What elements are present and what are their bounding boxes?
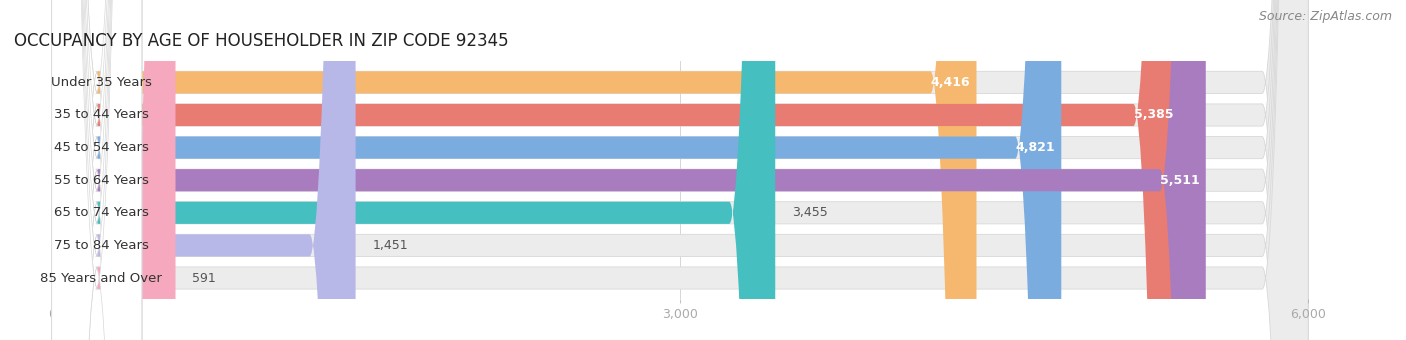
Text: 1,451: 1,451 xyxy=(373,239,408,252)
Text: 65 to 74 Years: 65 to 74 Years xyxy=(53,206,149,219)
FancyBboxPatch shape xyxy=(52,0,142,340)
FancyBboxPatch shape xyxy=(52,0,142,340)
FancyBboxPatch shape xyxy=(52,0,142,340)
FancyBboxPatch shape xyxy=(52,0,142,340)
FancyBboxPatch shape xyxy=(52,0,1308,340)
Text: 85 Years and Over: 85 Years and Over xyxy=(39,272,162,285)
FancyBboxPatch shape xyxy=(52,0,1206,340)
FancyBboxPatch shape xyxy=(52,0,1062,340)
Text: 3,455: 3,455 xyxy=(792,206,828,219)
Text: 75 to 84 Years: 75 to 84 Years xyxy=(53,239,149,252)
Text: OCCUPANCY BY AGE OF HOUSEHOLDER IN ZIP CODE 92345: OCCUPANCY BY AGE OF HOUSEHOLDER IN ZIP C… xyxy=(14,32,509,50)
Text: Under 35 Years: Under 35 Years xyxy=(51,76,152,89)
FancyBboxPatch shape xyxy=(52,0,1308,340)
Text: Source: ZipAtlas.com: Source: ZipAtlas.com xyxy=(1258,10,1392,23)
FancyBboxPatch shape xyxy=(52,0,977,340)
Text: 4,821: 4,821 xyxy=(1015,141,1054,154)
FancyBboxPatch shape xyxy=(52,0,142,340)
FancyBboxPatch shape xyxy=(52,0,142,340)
FancyBboxPatch shape xyxy=(52,0,775,340)
Text: 5,385: 5,385 xyxy=(1133,108,1173,121)
FancyBboxPatch shape xyxy=(52,0,1308,340)
FancyBboxPatch shape xyxy=(52,0,1308,340)
Text: 35 to 44 Years: 35 to 44 Years xyxy=(53,108,149,121)
Text: 55 to 64 Years: 55 to 64 Years xyxy=(53,174,149,187)
FancyBboxPatch shape xyxy=(52,0,1180,340)
FancyBboxPatch shape xyxy=(52,0,356,340)
FancyBboxPatch shape xyxy=(52,0,1308,340)
Text: 591: 591 xyxy=(193,272,217,285)
Text: 4,416: 4,416 xyxy=(931,76,970,89)
FancyBboxPatch shape xyxy=(52,0,1308,340)
Text: 5,511: 5,511 xyxy=(1160,174,1199,187)
FancyBboxPatch shape xyxy=(52,0,1308,340)
FancyBboxPatch shape xyxy=(52,0,142,340)
FancyBboxPatch shape xyxy=(52,0,176,340)
Text: 45 to 54 Years: 45 to 54 Years xyxy=(53,141,149,154)
